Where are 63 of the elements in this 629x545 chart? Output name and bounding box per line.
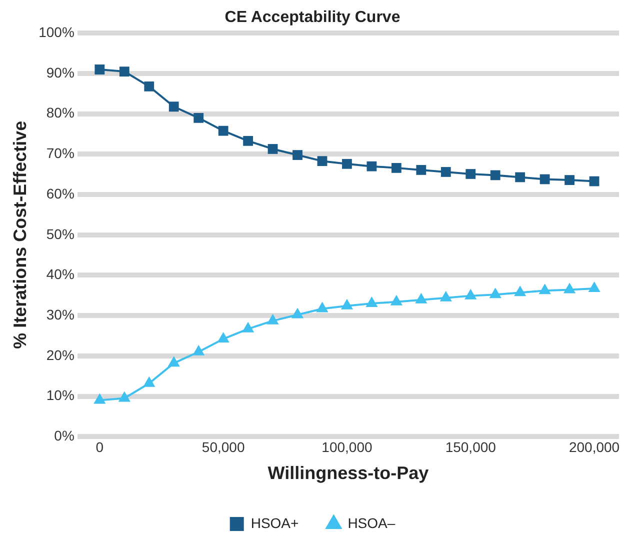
point (538, 284, 551, 294)
x-tick-label: 150,000 (445, 438, 496, 455)
y-tick-label: 0% (54, 427, 74, 444)
legend-label: HSOA– (348, 514, 396, 531)
chart-title: CE Acceptability Curve (224, 9, 400, 26)
point (268, 144, 278, 154)
y-tick-label: 90% (46, 64, 74, 80)
point (342, 158, 352, 169)
point (144, 82, 154, 92)
point (194, 112, 204, 123)
point (218, 126, 228, 136)
y-tick-label: 10% (46, 387, 74, 404)
y-tick-label: 40% (46, 266, 74, 282)
point (143, 376, 156, 387)
point (490, 170, 500, 180)
point (217, 332, 230, 342)
point (168, 356, 180, 367)
x-axis-title: Willingness-to-Pay (268, 463, 429, 484)
x-tick-label: 50,000 (202, 438, 245, 455)
point (317, 156, 328, 166)
y-tick-label: 30% (46, 306, 74, 322)
point (415, 292, 428, 304)
point (489, 288, 502, 298)
point (242, 322, 254, 332)
point (266, 314, 279, 324)
point (515, 172, 526, 182)
y-tick-label: 80% (46, 104, 74, 121)
point (416, 165, 426, 175)
point (119, 66, 130, 76)
y-tick-label: 70% (46, 145, 74, 162)
point (390, 294, 402, 306)
legend-label: HSOA+ (250, 514, 299, 531)
point (391, 162, 402, 173)
point (440, 290, 452, 302)
point (514, 286, 526, 296)
point (466, 169, 476, 179)
point (563, 282, 576, 294)
y-tick-label: 60% (46, 185, 74, 202)
y-tick-label: 100% (38, 24, 74, 40)
point (168, 102, 179, 112)
point (340, 298, 354, 310)
point (292, 150, 302, 160)
point (192, 344, 205, 356)
point (291, 308, 304, 318)
point (366, 161, 377, 172)
point (94, 393, 106, 404)
x-tick-label: 100,000 (322, 438, 372, 455)
y-tick-label: 50% (46, 226, 74, 242)
y-axis-title: % Iterations Cost-Effective (10, 120, 30, 349)
point (589, 176, 600, 186)
point (440, 167, 451, 177)
point (564, 175, 574, 185)
point (464, 288, 477, 300)
point (316, 302, 328, 312)
x-tick-label: 200,000 (568, 438, 620, 455)
point (588, 282, 600, 292)
point (243, 136, 253, 146)
point (540, 174, 550, 184)
point (94, 64, 105, 74)
point (118, 391, 130, 402)
x-tick-label: 0 (96, 438, 104, 455)
y-tick-label: 20% (46, 346, 74, 363)
point (366, 296, 378, 307)
